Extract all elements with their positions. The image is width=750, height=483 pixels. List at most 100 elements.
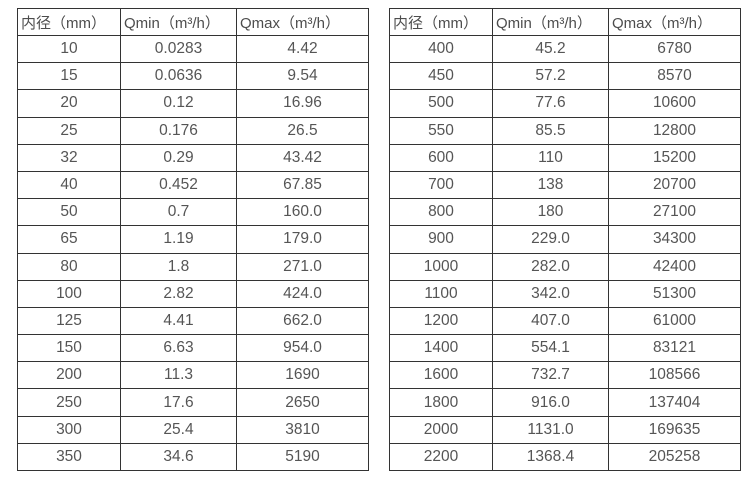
table-cell: 600 bbox=[389, 143, 493, 172]
header-row: 内径（mm） Qmin（m³/h） Qmax（m³/h） bbox=[17, 8, 369, 36]
table-cell: 12800 bbox=[608, 116, 741, 145]
table-row: 20 0.12 16.96 bbox=[17, 89, 369, 118]
table-cell: 954.0 bbox=[236, 334, 369, 363]
table-row: 800 180 27100 bbox=[389, 198, 741, 227]
table-row: 350 34.6 5190 bbox=[17, 442, 369, 472]
table-cell: 1.8 bbox=[120, 252, 237, 281]
table-cell: 0.0283 bbox=[120, 34, 237, 64]
table-cell: 150 bbox=[17, 334, 121, 363]
table-cell: 2000 bbox=[389, 415, 493, 444]
table-row: 10 0.0283 4.42 bbox=[17, 34, 369, 64]
table-cell: 250 bbox=[17, 388, 121, 417]
table-cell: 45.2 bbox=[492, 34, 609, 64]
column-header: Qmax（m³/h） bbox=[236, 8, 369, 36]
table-cell: 0.7 bbox=[120, 198, 237, 227]
table-cell: 282.0 bbox=[492, 252, 609, 281]
table-cell: 65 bbox=[17, 225, 121, 254]
table-cell: 0.176 bbox=[120, 116, 237, 145]
table-cell: 1690 bbox=[236, 361, 369, 390]
table-cell: 50 bbox=[17, 198, 121, 227]
table-row: 450 57.2 8570 bbox=[389, 62, 741, 91]
table-row: 100 2.82 424.0 bbox=[17, 279, 369, 308]
table-cell: 200 bbox=[17, 361, 121, 390]
table-cell: 32 bbox=[17, 143, 121, 172]
table-cell: 700 bbox=[389, 170, 493, 200]
table-row: 500 77.6 10600 bbox=[389, 89, 741, 118]
table-cell: 271.0 bbox=[236, 252, 369, 281]
table-row: 700 138 20700 bbox=[389, 170, 741, 200]
table-row: 150 6.63 954.0 bbox=[17, 334, 369, 363]
table-cell: 550 bbox=[389, 116, 493, 145]
table-cell: 1200 bbox=[389, 306, 493, 336]
table-row: 1400 554.1 83121 bbox=[389, 334, 741, 363]
table-cell: 732.7 bbox=[492, 361, 609, 390]
column-header: Qmax（m³/h） bbox=[608, 8, 741, 36]
table-cell: 5190 bbox=[236, 442, 369, 472]
header-row: 内径（mm） Qmin（m³/h） Qmax（m³/h） bbox=[389, 8, 741, 36]
table-cell: 0.29 bbox=[120, 143, 237, 172]
table-row: 250 17.6 2650 bbox=[17, 388, 369, 417]
table-cell: 6.63 bbox=[120, 334, 237, 363]
column-header: 内径（mm） bbox=[17, 8, 121, 36]
table-cell: 2.82 bbox=[120, 279, 237, 308]
table-cell: 17.6 bbox=[120, 388, 237, 417]
table-row: 600 110 15200 bbox=[389, 143, 741, 172]
table-cell: 0.0636 bbox=[120, 62, 237, 91]
table-cell: 800 bbox=[389, 198, 493, 227]
table-cell: 57.2 bbox=[492, 62, 609, 91]
table-cell: 500 bbox=[389, 89, 493, 118]
table-row: 1600 732.7 108566 bbox=[389, 361, 741, 390]
table-row: 65 1.19 179.0 bbox=[17, 225, 369, 254]
table-cell: 1131.0 bbox=[492, 415, 609, 444]
table-row: 400 45.2 6780 bbox=[389, 34, 741, 64]
table-cell: 108566 bbox=[608, 361, 741, 390]
table-row: 550 85.5 12800 bbox=[389, 116, 741, 145]
table-cell: 1600 bbox=[389, 361, 493, 390]
table-cell: 11.3 bbox=[120, 361, 237, 390]
column-header: Qmin（m³/h） bbox=[492, 8, 609, 36]
table-cell: 179.0 bbox=[236, 225, 369, 254]
table-row: 1100 342.0 51300 bbox=[389, 279, 741, 308]
table-cell: 40 bbox=[17, 170, 121, 200]
table-row: 32 0.29 43.42 bbox=[17, 143, 369, 172]
table-cell: 407.0 bbox=[492, 306, 609, 336]
table-cell: 1800 bbox=[389, 388, 493, 417]
table-cell: 34300 bbox=[608, 225, 741, 254]
table-row: 1000 282.0 42400 bbox=[389, 252, 741, 281]
table-cell: 0.12 bbox=[120, 89, 237, 118]
table-cell: 51300 bbox=[608, 279, 741, 308]
table-cell: 9.54 bbox=[236, 62, 369, 91]
table-cell: 6780 bbox=[608, 34, 741, 64]
table-cell: 85.5 bbox=[492, 116, 609, 145]
table-cell: 80 bbox=[17, 252, 121, 281]
flow-table-large-diameters: 内径（mm） Qmin（m³/h） Qmax（m³/h） 400 45.2 6780 450… bbox=[389, 8, 741, 472]
table-cell: 1100 bbox=[389, 279, 493, 308]
table-cell: 125 bbox=[17, 306, 121, 336]
table-row: 50 0.7 160.0 bbox=[17, 198, 369, 227]
flow-table-small-diameters: 内径（mm） Qmin（m³/h） Qmax（m³/h） 10 0.0283 4.42 15… bbox=[17, 8, 369, 472]
table-row: 2000 1131.0 169635 bbox=[389, 415, 741, 444]
table-cell: 2650 bbox=[236, 388, 369, 417]
table-cell: 1368.4 bbox=[492, 442, 609, 472]
table-cell: 26.5 bbox=[236, 116, 369, 145]
table-cell: 916.0 bbox=[492, 388, 609, 417]
table-cell: 300 bbox=[17, 415, 121, 444]
table-cell: 160.0 bbox=[236, 198, 369, 227]
table-cell: 67.85 bbox=[236, 170, 369, 200]
table-cell: 34.6 bbox=[120, 442, 237, 472]
column-header: Qmin（m³/h） bbox=[120, 8, 237, 36]
table-cell: 43.42 bbox=[236, 143, 369, 172]
table-cell: 20 bbox=[17, 89, 121, 118]
table-cell: 1000 bbox=[389, 252, 493, 281]
table-cell: 229.0 bbox=[492, 225, 609, 254]
table-cell: 138 bbox=[492, 170, 609, 200]
table-row: 125 4.41 662.0 bbox=[17, 306, 369, 336]
table-cell: 342.0 bbox=[492, 279, 609, 308]
table-cell: 110 bbox=[492, 143, 609, 172]
table-cell: 27100 bbox=[608, 198, 741, 227]
table-row: 40 0.452 67.85 bbox=[17, 170, 369, 200]
table-cell: 100 bbox=[17, 279, 121, 308]
table-cell: 2200 bbox=[389, 442, 493, 472]
table-cell: 1400 bbox=[389, 334, 493, 363]
